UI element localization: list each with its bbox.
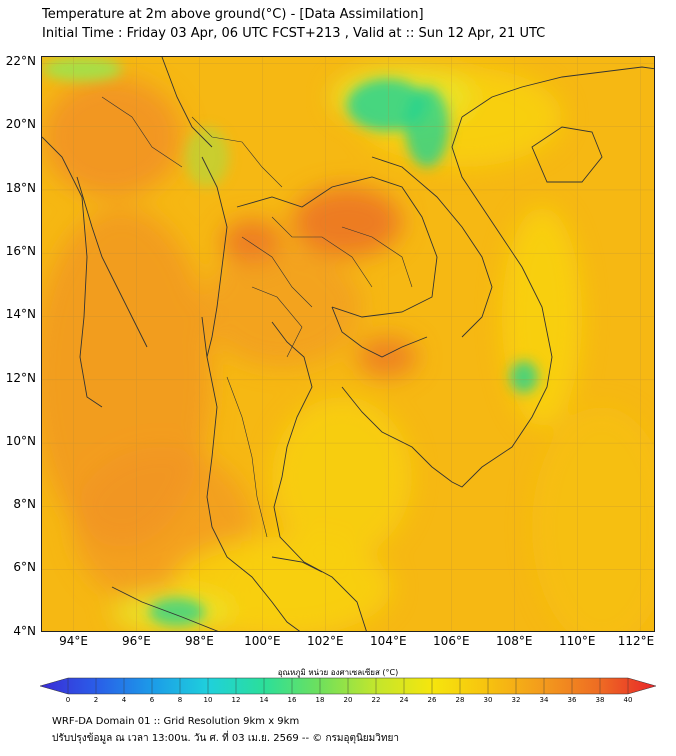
colorbar-tick-label: 22	[371, 696, 381, 704]
lon-label-110: 110°E	[558, 634, 596, 648]
colorbar-title: อุณหภูมิ หน่วย องศาเซลเซียส (°C)	[277, 668, 399, 677]
province-lines-4	[226, 376, 268, 538]
temperature-field	[42, 67, 654, 631]
hot-zone-cambodia	[357, 337, 417, 377]
border-myanmar-china	[161, 57, 213, 148]
border-thai-malaysia	[271, 556, 323, 573]
colorbar-tick-label: 20	[343, 696, 353, 704]
province-lines-6	[191, 116, 283, 188]
lat-label-6: 6°N	[13, 560, 36, 575]
lat-label-8: 8°N	[13, 497, 36, 512]
lat-label-10: 10°N	[5, 433, 36, 448]
colorbar-tick-label: 4	[121, 696, 127, 704]
cool-zone-sumatra	[149, 598, 205, 626]
colorbar-tick-label: 28	[455, 696, 465, 704]
cool-zone-laos-highland-2	[405, 87, 449, 167]
cool-zones	[42, 57, 538, 626]
lon-label-94: 94°E	[59, 634, 88, 648]
coastline-myanmar-west	[42, 136, 103, 408]
border-thai-laos	[236, 176, 438, 318]
colorbar-tick-label: 18	[315, 696, 325, 704]
colorbar-tick-label: 0	[65, 696, 71, 704]
coastline-tonkin	[461, 66, 654, 118]
lon-label-102: 102°E	[307, 634, 344, 648]
temperature-map	[41, 56, 655, 632]
border-thai-cambodia	[331, 306, 428, 358]
colorbar-tick-label: 30	[483, 696, 493, 704]
colorbar-tick-label: 24	[399, 696, 409, 704]
sea-zone-south-china-sea	[532, 407, 654, 631]
border-thai-myanmar	[201, 156, 228, 358]
hainan-island	[531, 126, 603, 183]
colorbar-tick-label: 6	[149, 696, 155, 704]
lon-label-112: 112°E	[617, 634, 655, 648]
lat-label-12: 12°N	[5, 370, 36, 385]
lat-label-18: 18°N	[5, 180, 36, 195]
colorbar	[40, 677, 656, 695]
colorbar-tick-label: 16	[287, 696, 297, 704]
chart-title-line2: Initial Time : Friday 03 Apr, 06 UTC FCS…	[42, 26, 546, 41]
coastline-thai-peninsula	[201, 316, 301, 631]
lat-label-20: 20°N	[5, 117, 36, 132]
province-lines-2	[271, 216, 373, 288]
yellow-zone-gulf-of-thailand	[272, 397, 412, 557]
lat-label-16: 16°N	[5, 243, 36, 258]
footer-model-info: WRF-DA Domain 01 :: Grid Resolution 9km …	[52, 716, 300, 727]
coastline-and-borders	[42, 57, 654, 631]
colorbar-tick-label: 34	[539, 696, 549, 704]
cool-zone-north-myanmar	[42, 57, 122, 81]
province-lines-5	[341, 226, 413, 288]
lon-label-104: 104°E	[370, 634, 407, 648]
colorbar-tick-label: 36	[567, 696, 577, 704]
yellow-zone-vietnam-coast	[502, 207, 582, 427]
cool-zone-north-thai	[185, 127, 229, 187]
lon-label-96: 96°E	[121, 634, 151, 648]
coastline-arakan	[76, 176, 148, 348]
coastline-gulf-east	[271, 321, 367, 631]
map-canvas	[42, 57, 654, 631]
lon-label-106: 106°E	[433, 634, 470, 648]
colorbar-tick-label: 14	[259, 696, 269, 704]
colorbar-tick-label: 10	[203, 696, 213, 704]
colorbar-tick-label: 2	[93, 696, 99, 704]
warm-zone-myanmar-north	[42, 77, 182, 197]
colorbar-tick-label: 40	[623, 696, 633, 704]
lat-label-14: 14°N	[5, 307, 36, 322]
footer-update-info: ปรับปรุงข้อมูล ณ เวลา 13:00น. วัน ศ. ที่…	[52, 733, 399, 744]
province-lines-3	[251, 286, 303, 358]
lon-label-100: 100°E	[244, 634, 281, 648]
sumatra-coast	[111, 586, 219, 631]
cool-zone-vietnam-highland	[510, 361, 538, 393]
province-lines-7	[101, 96, 183, 168]
graticule	[42, 57, 654, 631]
warm-zone-central	[202, 247, 362, 367]
lat-label-22: 22°N	[5, 54, 36, 68]
lon-label-108: 108°E	[495, 634, 533, 648]
chart-title-line1: Temperature at 2m above ground(°C) - [Da…	[42, 7, 424, 22]
colorbar-tick-label: 26	[427, 696, 437, 704]
lat-label-4: 4°N	[13, 623, 36, 638]
coastline-cambodia-vietnam	[341, 116, 553, 488]
border-laos-vietnam	[371, 156, 493, 338]
colorbar-tick-label: 32	[511, 696, 521, 704]
colorbar-tick-label: 8	[177, 696, 183, 704]
hot-zone-isan	[292, 187, 402, 257]
colorbar-tick-label: 38	[595, 696, 605, 704]
colorbar-tick-label: 12	[231, 696, 241, 704]
province-lines-1	[241, 236, 313, 308]
lon-label-98: 98°E	[184, 634, 214, 648]
